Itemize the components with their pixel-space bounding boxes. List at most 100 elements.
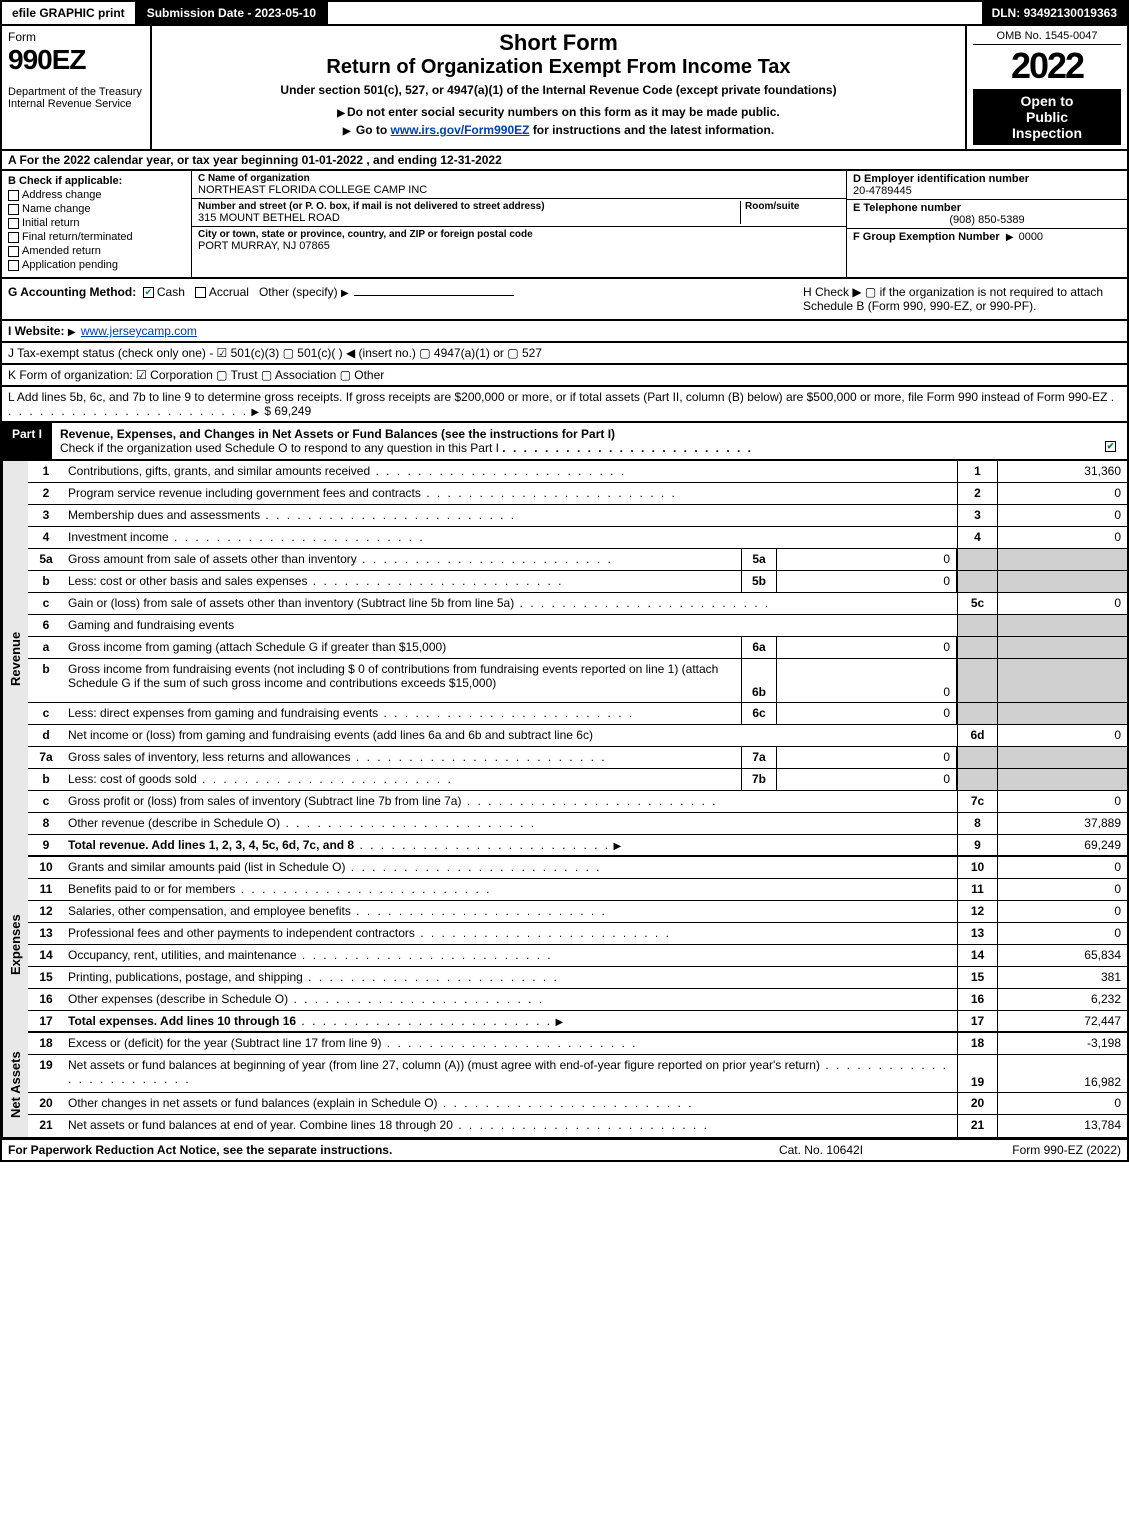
line-amount: 0 [997, 1093, 1127, 1114]
line-rnum: 4 [957, 527, 997, 548]
line-rnum-shade [957, 571, 997, 592]
page-footer: For Paperwork Reduction Act Notice, see … [0, 1139, 1129, 1162]
tax-year: 2022 [973, 45, 1121, 87]
dots [378, 706, 634, 720]
line-num: 19 [28, 1055, 64, 1092]
line-19: 19 Net assets or fund balances at beginn… [28, 1055, 1127, 1093]
website-link[interactable]: www.jerseycamp.com [81, 324, 197, 338]
line-rnum-shade [957, 659, 997, 702]
cb-cash[interactable] [143, 287, 154, 298]
dots [235, 882, 491, 896]
line-subnum: 5b [741, 571, 777, 592]
line-desc: Net assets or fund balances at beginning… [68, 1058, 820, 1072]
dots [421, 486, 677, 500]
line-num: c [28, 593, 64, 614]
line-desc: Gross sales of inventory, less returns a… [68, 750, 351, 764]
line-num: 9 [28, 835, 64, 855]
website-label: I Website: [8, 324, 64, 338]
arrow-icon [337, 105, 347, 119]
footer-left: For Paperwork Reduction Act Notice, see … [8, 1143, 721, 1157]
line-desc: Salaries, other compensation, and employ… [68, 904, 351, 918]
other-label: Other (specify) [259, 285, 338, 299]
cb-label: Final return/terminated [22, 231, 133, 243]
phone-value: (908) 850-5389 [853, 214, 1121, 226]
dln-label: DLN: [992, 6, 1024, 20]
irs-link[interactable]: www.irs.gov/Form990EZ [391, 123, 530, 137]
revenue-lines: 1 Contributions, gifts, grants, and simi… [28, 461, 1127, 857]
line-rnum: 12 [957, 901, 997, 922]
dots [169, 530, 425, 544]
expenses-sidelabel: Expenses [2, 857, 28, 1033]
line-desc: Gross income from gaming (attach Schedul… [64, 637, 741, 658]
line-subamt: 0 [777, 637, 957, 658]
revenue-section: Revenue 1 Contributions, gifts, grants, … [0, 461, 1129, 857]
line-rnum: 16 [957, 989, 997, 1010]
line-rnum: 8 [957, 813, 997, 834]
dots [370, 464, 626, 478]
netassets-lines: 18 Excess or (deficit) for the year (Sub… [28, 1033, 1127, 1137]
cb-address-change[interactable]: Address change [8, 189, 185, 201]
header-center: Short Form Return of Organization Exempt… [152, 26, 967, 149]
org-name: NORTHEAST FLORIDA COLLEGE CAMP INC [198, 184, 840, 196]
line-16: 16 Other expenses (describe in Schedule … [28, 989, 1127, 1011]
cb-accrual[interactable] [195, 287, 206, 298]
title-short-form: Short Form [158, 30, 959, 56]
open-line2: Public [975, 109, 1119, 125]
part-1-header: Part I Revenue, Expenses, and Changes in… [0, 423, 1129, 461]
open-line1: Open to [975, 93, 1119, 109]
line-amount: 37,889 [997, 813, 1127, 834]
line-num: 15 [28, 967, 64, 988]
dln: DLN: 93492130019363 [982, 2, 1127, 24]
line-7c: c Gross profit or (loss) from sales of i… [28, 791, 1127, 813]
line-rnum: 13 [957, 923, 997, 944]
line-6b: b Gross income from fundraising events (… [28, 659, 1127, 703]
line-amount: 6,232 [997, 989, 1127, 1010]
line-num: 16 [28, 989, 64, 1010]
line-ramt-shade [997, 637, 1127, 658]
line-num: 8 [28, 813, 64, 834]
arrow-icon [341, 285, 351, 299]
line-rnum-shade [957, 637, 997, 658]
line-subnum: 7b [741, 769, 777, 790]
cb-final-return[interactable]: Final return/terminated [8, 231, 185, 243]
line-subamt: 0 [777, 747, 957, 768]
line-21: 21 Net assets or fund balances at end of… [28, 1115, 1127, 1137]
line-num: a [28, 637, 64, 658]
col-def: D Employer identification number 20-4789… [847, 171, 1127, 277]
line-rnum-shade [957, 747, 997, 768]
submission-date-label: Submission Date - [147, 6, 255, 20]
line-num: 5a [28, 549, 64, 570]
line-amount: 0 [997, 593, 1127, 614]
line-desc: Occupancy, rent, utilities, and maintena… [68, 948, 297, 962]
line-num: 17 [28, 1011, 64, 1031]
cb-amended-return[interactable]: Amended return [8, 245, 185, 257]
dots [303, 970, 559, 984]
netassets-section: Net Assets 18 Excess or (deficit) for th… [0, 1033, 1129, 1139]
part-1-tag: Part I [2, 423, 52, 459]
cash-label: Cash [157, 285, 185, 299]
line-num: 2 [28, 483, 64, 504]
cb-name-change[interactable]: Name change [8, 203, 185, 215]
cb-application-pending[interactable]: Application pending [8, 259, 185, 271]
line-amount: 0 [997, 725, 1127, 746]
line-ramt-shade [997, 615, 1127, 636]
line-num: c [28, 703, 64, 724]
cb-initial-return[interactable]: Initial return [8, 217, 185, 229]
other-specify-input[interactable] [354, 295, 514, 296]
line-amount: 31,360 [997, 461, 1127, 482]
line-amount: 0 [997, 879, 1127, 900]
cb-schedule-o[interactable] [1105, 441, 1116, 452]
group-exempt-value: 0000 [1019, 231, 1043, 243]
dots [288, 992, 544, 1006]
line-num: b [28, 571, 64, 592]
submission-date: Submission Date - 2023-05-10 [137, 2, 328, 24]
line-13: 13 Professional fees and other payments … [28, 923, 1127, 945]
line-6c: c Less: direct expenses from gaming and … [28, 703, 1127, 725]
efile-print[interactable]: efile GRAPHIC print [2, 2, 137, 24]
row-l-amount: $ 69,249 [264, 404, 311, 418]
dots [461, 794, 717, 808]
line-subamt: 0 [777, 659, 957, 702]
block-b-through-f: B Check if applicable: Address change Na… [0, 171, 1129, 279]
arrow-icon [1006, 231, 1016, 243]
line-subnum: 7a [741, 747, 777, 768]
